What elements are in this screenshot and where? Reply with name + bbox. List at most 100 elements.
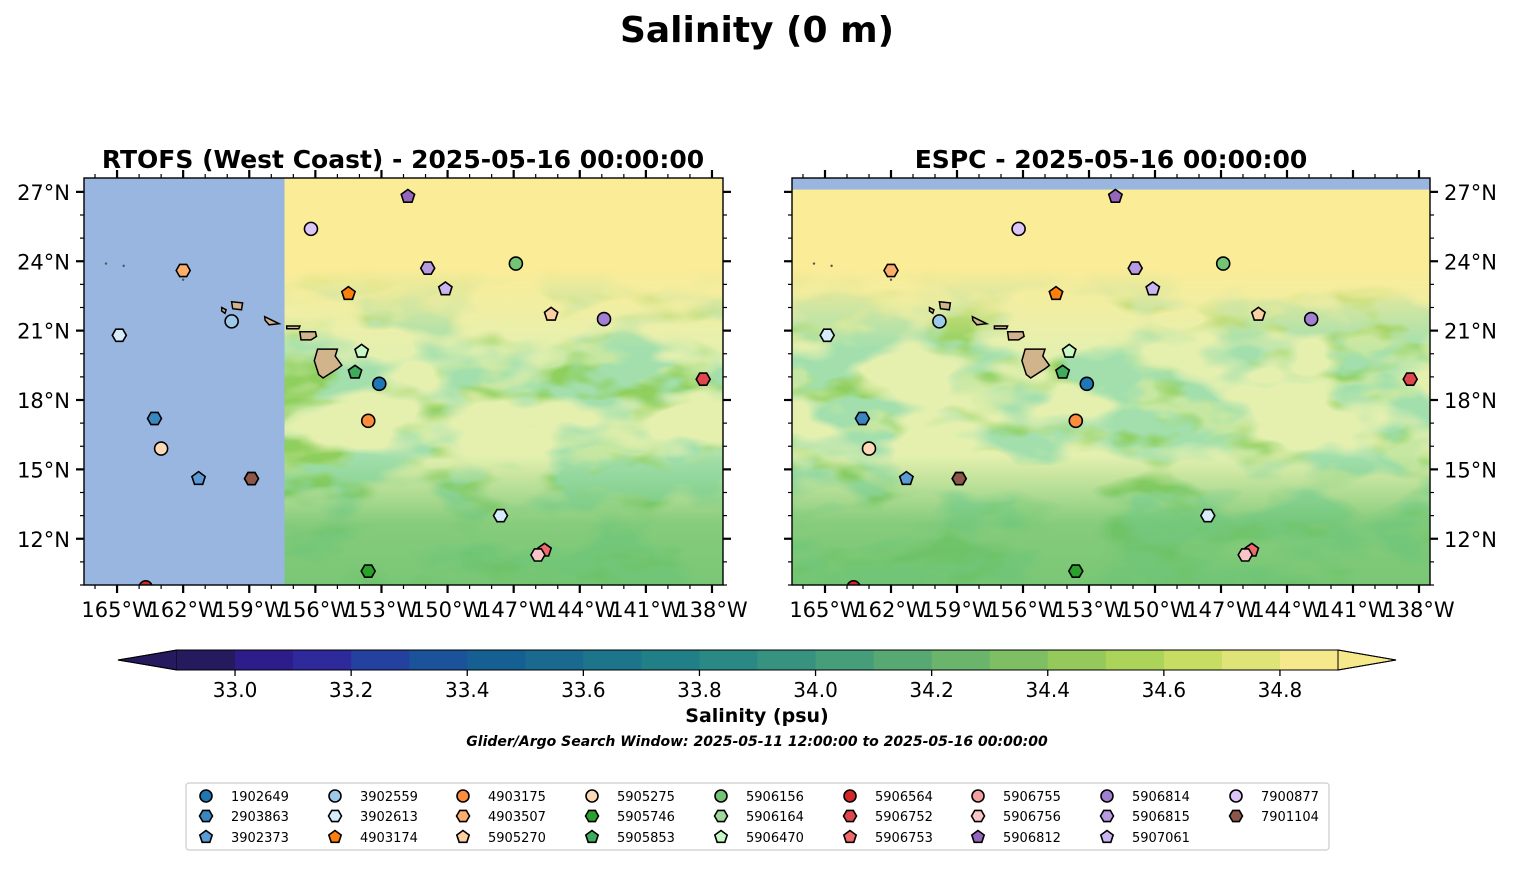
- legend-marker-3902613: [327, 809, 343, 823]
- colorbar-tick-label: 34.2: [909, 678, 954, 702]
- island: [313, 348, 343, 379]
- x-tick-label: 153°W: [1053, 598, 1125, 622]
- argo-float-5905853: [347, 364, 363, 379]
- legend-marker-7900877: [1229, 789, 1243, 803]
- legend-marker-5905853: [584, 829, 600, 844]
- legend-marker-5906756: [970, 809, 986, 823]
- y-tick-label: 18°N: [1444, 389, 1497, 413]
- legend-marker-1902649: [199, 789, 213, 803]
- legend-label: 5905853: [617, 831, 675, 846]
- argo-float-5906812: [1107, 188, 1124, 203]
- x-tick-label: 138°W: [1383, 598, 1455, 622]
- colorbar-segment: [641, 650, 701, 670]
- argo-float-3902613: [819, 328, 836, 343]
- legend-label: 5905746: [617, 810, 675, 825]
- x-tick-label: 147°W: [1185, 598, 1257, 622]
- x-tick-label: 150°W: [412, 598, 484, 622]
- legend-marker-5906752: [842, 809, 858, 823]
- colorbar-segment: [757, 650, 817, 670]
- x-tick-label: 150°W: [1119, 598, 1191, 622]
- salinity-field: [84, 178, 723, 585]
- argo-float-3902373: [898, 470, 915, 486]
- legend-label: 3902613: [360, 810, 418, 825]
- legend-label: 5906164: [746, 810, 804, 825]
- island: [285, 325, 302, 330]
- legend-label: 5906156: [746, 790, 804, 805]
- map-axes: 165°W162°W159°W156°W153°W150°W147°W144°W…: [784, 170, 1497, 622]
- colorbar: 33.0 33.2 33.4 33.6 33.8 34.0 34.2 34.4 34.6 34.8: [117, 649, 1397, 702]
- colorbar-segment: [583, 650, 642, 670]
- argo-float-5906815: [419, 261, 436, 276]
- float-legend: 1902649 2903863 3902373 3902559 3902613 49031…: [185, 782, 1330, 851]
- colorbar-segment: [931, 650, 991, 670]
- salinity-field: [792, 178, 1430, 585]
- argo-float-5905270: [543, 306, 559, 321]
- x-tick-label: 147°W: [478, 598, 550, 622]
- argo-float-5906156: [1215, 256, 1231, 271]
- legend-label: 5905275: [617, 790, 675, 805]
- legend-label: 1902649: [231, 790, 289, 805]
- y-tick-label: 12°N: [1444, 528, 1497, 552]
- legend-marker-4903174: [327, 829, 343, 844]
- island: [1021, 348, 1051, 379]
- legend-label: 4903175: [488, 790, 546, 805]
- argo-float-5905275: [861, 441, 877, 456]
- y-tick-label: 24°N: [17, 250, 70, 274]
- colorbar-segment: [467, 650, 526, 670]
- colorbar-segment: [525, 650, 584, 670]
- legend-label: 7900877: [1261, 790, 1319, 805]
- argo-float-5905275: [153, 441, 169, 456]
- argo-float-7900877: [303, 221, 319, 237]
- hawaiian-islands: [812, 262, 1051, 379]
- colorbar-tick-label: 34.8: [1258, 678, 1303, 702]
- argo-float-5907061: [437, 281, 453, 296]
- islet: [104, 262, 108, 265]
- argo-float-1902649: [371, 376, 387, 392]
- argo-float-3902559: [224, 314, 239, 329]
- argo-float-5906756: [529, 548, 546, 562]
- argo-float-1902649: [1079, 376, 1095, 392]
- legend-label: 7901104: [1261, 810, 1319, 825]
- argo-float-5906752: [1402, 372, 1419, 387]
- legend-label: 5906815: [1132, 810, 1190, 825]
- argo-float-3902559: [932, 314, 947, 329]
- map-panel-espc: 165°W162°W159°W156°W153°W150°W147°W144°W…: [784, 145, 1497, 622]
- legend-marker-4903175: [456, 789, 470, 803]
- argo-float-5906470: [354, 343, 370, 358]
- y-tick-label: 18°N: [17, 389, 70, 413]
- legend-marker-5906815: [1099, 809, 1115, 823]
- colorbar-tick-label: 33.4: [445, 678, 490, 702]
- argo-float-markers: [819, 188, 1419, 585]
- colorbar-segment: [1279, 650, 1339, 670]
- colorbar-segment: [989, 650, 1049, 670]
- colorbar-segment: [873, 650, 933, 670]
- no-data-region: [792, 178, 1430, 190]
- colorbar-tick-label: 34.4: [1025, 678, 1070, 702]
- x-tick-label: 144°W: [544, 598, 616, 622]
- colorbar-tick-label: 33.2: [329, 678, 374, 702]
- x-tick-label: 162°W: [855, 598, 927, 622]
- colorbar-segment: [1047, 650, 1107, 670]
- colorbar-extend-high: [1337, 649, 1397, 671]
- x-tick-label: 144°W: [1251, 598, 1323, 622]
- colorbar-segment: [1221, 650, 1281, 670]
- colorbar-outline: [117, 649, 1397, 671]
- y-tick-label: 12°N: [17, 528, 70, 552]
- argo-float-5906752: [695, 372, 712, 387]
- colorbar-segment: [1163, 650, 1223, 670]
- x-tick-label: 141°W: [1317, 598, 1389, 622]
- search-window-note: Glider/Argo Search Window: 2025-05-11 12…: [466, 734, 1048, 750]
- x-tick-label: 162°W: [147, 598, 219, 622]
- y-tick-label: 15°N: [1444, 458, 1497, 482]
- islet: [181, 278, 185, 281]
- island: [928, 306, 935, 315]
- island: [220, 306, 228, 315]
- y-tick-label: 15°N: [17, 458, 70, 482]
- legend-marker-7901104: [1228, 809, 1244, 823]
- colorbar-segment: [351, 650, 410, 670]
- legend-box: [185, 782, 1330, 851]
- island: [938, 300, 952, 311]
- legend-marker-5906470: [713, 829, 729, 844]
- colorbar-segment: [235, 650, 294, 670]
- argo-float-5906812: [400, 188, 416, 203]
